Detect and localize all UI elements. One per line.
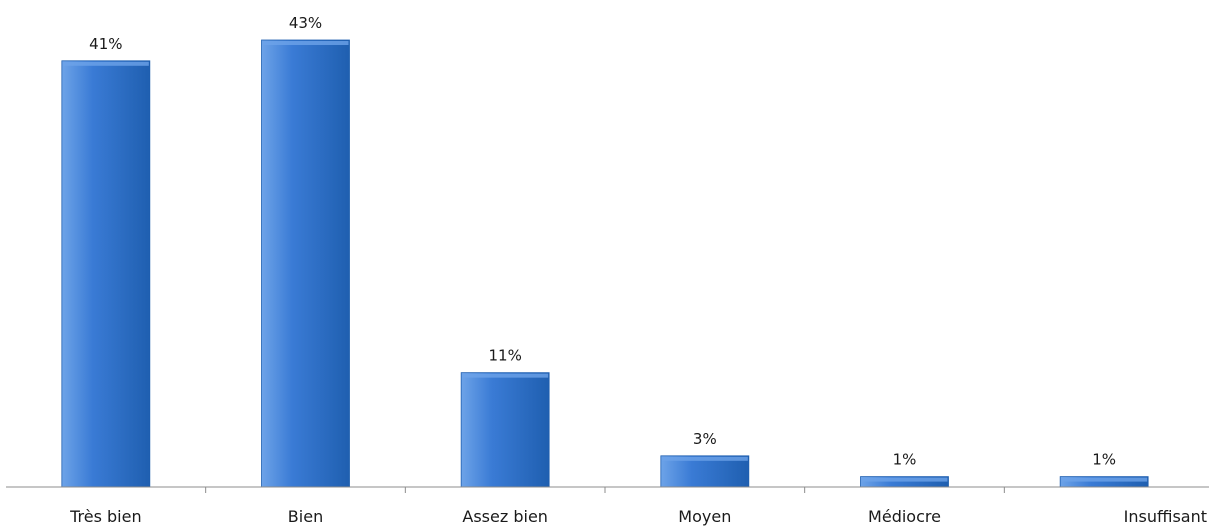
value-label-5: 1% xyxy=(1092,451,1116,469)
category-label-1: Bien xyxy=(288,507,323,526)
bar-highlight-3 xyxy=(661,456,748,461)
bar-highlight-4 xyxy=(861,477,948,482)
bar-highlight-2 xyxy=(462,373,549,378)
value-label-2: 11% xyxy=(488,347,521,365)
category-labels: Très bien Bien Assez bien Moyen Médiocre Insu… xyxy=(69,507,1207,526)
value-label-3: 3% xyxy=(693,430,717,448)
bars-layer xyxy=(61,39,1149,488)
value-label-1: 43% xyxy=(289,14,322,32)
bar-2 xyxy=(460,372,550,488)
category-label-2: Assez bien xyxy=(462,507,548,526)
bar-highlight-5 xyxy=(1061,477,1148,482)
x-axis-ticks xyxy=(205,487,1005,493)
category-label-3: Moyen xyxy=(678,507,731,526)
bar-0 xyxy=(61,60,151,488)
bar-1 xyxy=(261,39,350,488)
category-label-5: Insuffisant xyxy=(1124,507,1207,526)
value-label-0: 41% xyxy=(89,35,122,53)
bar-highlight-1 xyxy=(262,41,349,45)
category-label-4: Médiocre xyxy=(868,507,941,526)
value-labels: 41% 43% 11% 3% 1% 1% xyxy=(89,14,1116,469)
value-label-4: 1% xyxy=(893,451,917,469)
bar-3 xyxy=(660,455,750,488)
category-label-0: Très bien xyxy=(69,507,142,526)
bar-highlight-0 xyxy=(62,61,149,66)
